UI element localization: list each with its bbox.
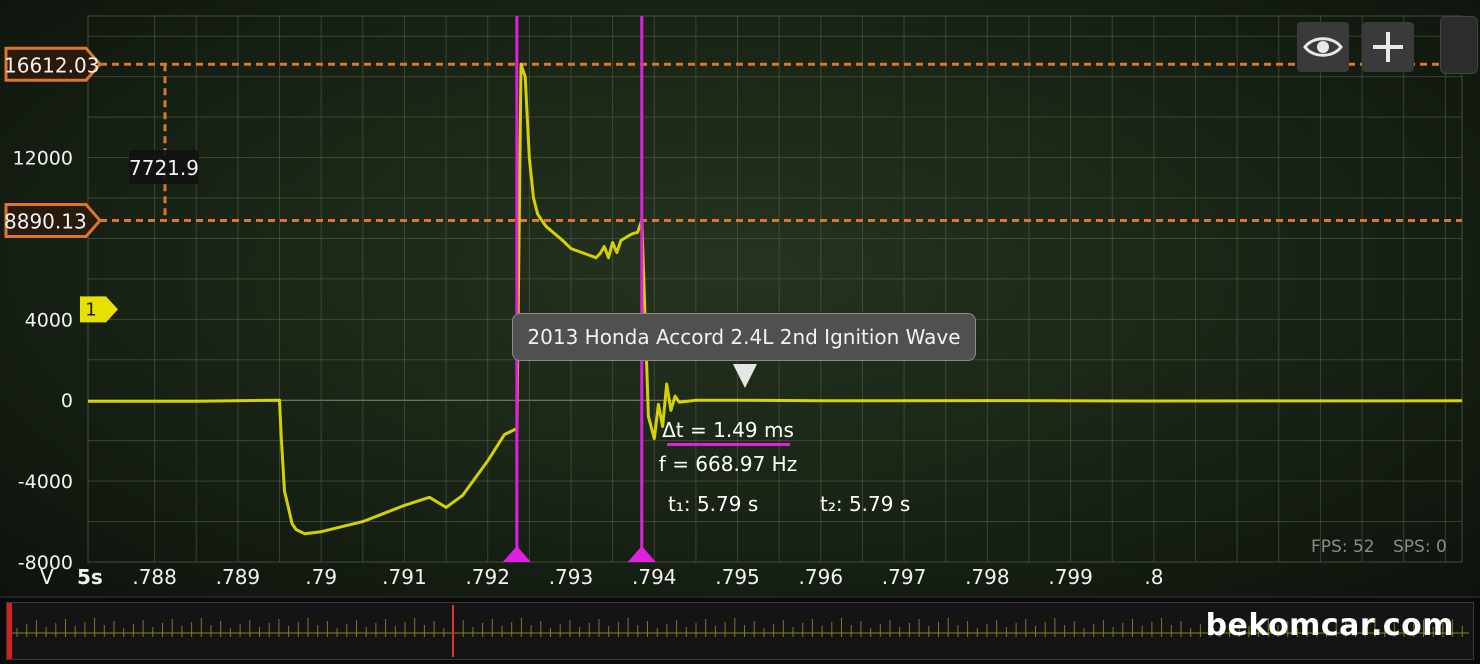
annotation-pointer xyxy=(733,364,757,388)
x-tick-label: .789 xyxy=(216,565,261,589)
channel-marker-layer[interactable]: 1 xyxy=(80,296,118,323)
y-tick-label: 12000 xyxy=(13,148,73,170)
channel-marker[interactable] xyxy=(80,296,118,323)
vertical-cursor-handle[interactable] xyxy=(502,546,531,562)
channel-marker-label: 1 xyxy=(85,299,96,320)
trace-layer xyxy=(88,62,1463,536)
y-axis: 12000 4000 0 -4000 -8000 xyxy=(13,148,73,574)
x-tick-label: .798 xyxy=(965,565,1010,589)
overview-position-marker[interactable] xyxy=(452,605,454,657)
x-tick-label: .791 xyxy=(382,565,427,589)
x-tick-label: .792 xyxy=(465,565,510,589)
y-tick-label: 4000 xyxy=(25,309,73,331)
y-tick-label: -8000 xyxy=(18,552,73,574)
annotation-box: 2013 Honda Accord 2.4L 2nd Ignition Wave xyxy=(512,313,976,361)
oscilloscope-screen: 12000 4000 0 -4000 -8000 .788 .789 .79 .791 .792… xyxy=(0,0,1480,598)
side-panel-handle[interactable] xyxy=(1440,16,1478,74)
t1-readout: t₁: 5.79 s xyxy=(668,492,758,516)
x-tick-label: .799 xyxy=(1048,565,1093,589)
x-tick-label: .793 xyxy=(549,565,594,589)
x-tick-label: .796 xyxy=(799,565,844,589)
overview-spikes xyxy=(16,618,1463,637)
trace-1 xyxy=(88,62,1463,536)
x-axis-label: 5s xyxy=(77,565,103,589)
x-tick-label: .795 xyxy=(715,565,760,589)
waveform-chart: 12000 4000 0 -4000 -8000 .788 .789 .79 .791 .792… xyxy=(4,15,1463,589)
overview-strip[interactable] xyxy=(6,602,1474,660)
x-tick-label: .794 xyxy=(632,565,677,589)
vertical-cursor-handle[interactable] xyxy=(627,546,656,562)
delta-t-underline xyxy=(667,443,790,446)
horizontal-cursor-tab[interactable] xyxy=(4,202,102,238)
sps-readout: SPS: 0 xyxy=(1393,537,1447,557)
plus-icon xyxy=(1373,32,1403,62)
delta-v-box xyxy=(129,150,199,184)
horizontal-cursor-value: 16612.03 xyxy=(4,53,99,77)
fps-readout: FPS: 52 xyxy=(1311,537,1375,557)
watermark: bekomcar.com xyxy=(1205,608,1454,643)
delta-t-readout: Δt = 1.49 ms xyxy=(662,418,794,442)
x-tick-label: .788 xyxy=(132,565,177,589)
y-axis-label: V xyxy=(40,565,54,589)
overview-waveform xyxy=(7,603,1469,659)
horizontal-cursor-value: 8890.13 xyxy=(4,209,87,233)
plot-frame xyxy=(87,15,1463,563)
x-tick-label: .79 xyxy=(305,565,337,589)
delta-v-value: 7721.9 xyxy=(129,156,199,180)
x-tick-label: .797 xyxy=(882,565,927,589)
grid xyxy=(87,15,1463,563)
eye-icon xyxy=(1303,37,1343,57)
add-button[interactable] xyxy=(1362,22,1414,72)
x-axis: .788 .789 .79 .791 .792 .793 .794 .795 .796 .797.… xyxy=(132,565,1163,589)
eye-button[interactable] xyxy=(1297,22,1349,72)
vertical-cursors[interactable] xyxy=(502,16,656,562)
horizontal-cursors[interactable]: 16612.03 8890.13 7721.9 xyxy=(4,46,1462,238)
x-tick-label: .8 xyxy=(1144,565,1163,589)
overview-left-edge xyxy=(7,603,12,659)
t2-readout: t₂: 5.79 s xyxy=(820,492,910,516)
y-tick-label: 0 xyxy=(61,390,73,412)
horizontal-cursor-tab[interactable] xyxy=(4,46,102,82)
y-tick-label: -4000 xyxy=(18,471,73,493)
frequency-readout: f = 668.97 Hz xyxy=(659,452,797,476)
